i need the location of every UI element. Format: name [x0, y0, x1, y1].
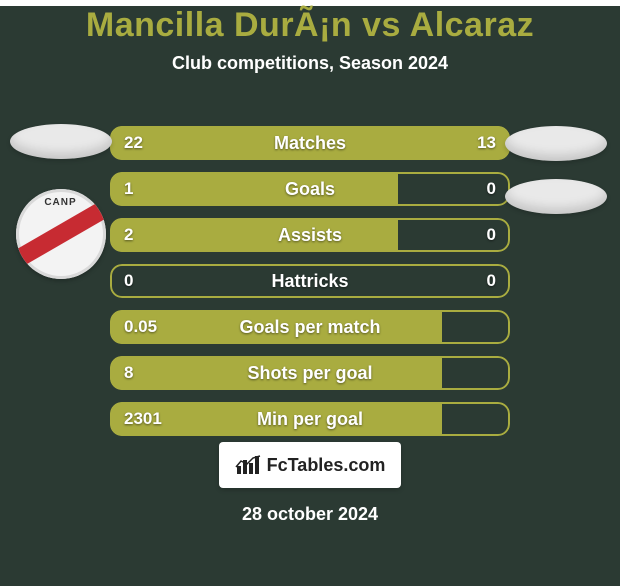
team-logo-placeholder: [505, 179, 607, 214]
footer-date: 28 october 2024: [0, 504, 620, 525]
page-title: Mancilla DurÃ¡n vs Alcaraz: [0, 6, 620, 45]
stat-row: 10Goals: [110, 172, 510, 206]
stat-row: 2301Min per goal: [110, 402, 510, 436]
brand-text: FcTables.com: [267, 455, 386, 476]
stat-label: Goals per match: [110, 310, 510, 344]
team-logo-placeholder: [10, 124, 112, 159]
club-badge: CANP: [16, 189, 106, 279]
stat-row: 2213Matches: [110, 126, 510, 160]
stat-row: 00Hattricks: [110, 264, 510, 298]
stat-row: 0.05Goals per match: [110, 310, 510, 344]
comparison-card: Mancilla DurÃ¡n vs Alcaraz Club competit…: [0, 6, 620, 74]
team-logo-placeholder: [505, 126, 607, 161]
stat-row: 20Assists: [110, 218, 510, 252]
stat-label: Min per goal: [110, 402, 510, 436]
stat-row: 8Shots per goal: [110, 356, 510, 390]
stat-label: Goals: [110, 172, 510, 206]
stat-label: Shots per goal: [110, 356, 510, 390]
stat-bars: 2213Matches 10Goals 20Assists 00Hattricks 0.…: [110, 126, 510, 436]
brand-badge: FcTables.com: [219, 442, 401, 488]
right-team-logos: [500, 126, 612, 214]
left-team-logos: CANP: [8, 124, 113, 279]
stat-label: Matches: [110, 126, 510, 160]
stat-label: Hattricks: [110, 264, 510, 298]
stat-label: Assists: [110, 218, 510, 252]
subtitle: Club competitions, Season 2024: [0, 53, 620, 74]
bar-chart-icon: [235, 454, 261, 476]
